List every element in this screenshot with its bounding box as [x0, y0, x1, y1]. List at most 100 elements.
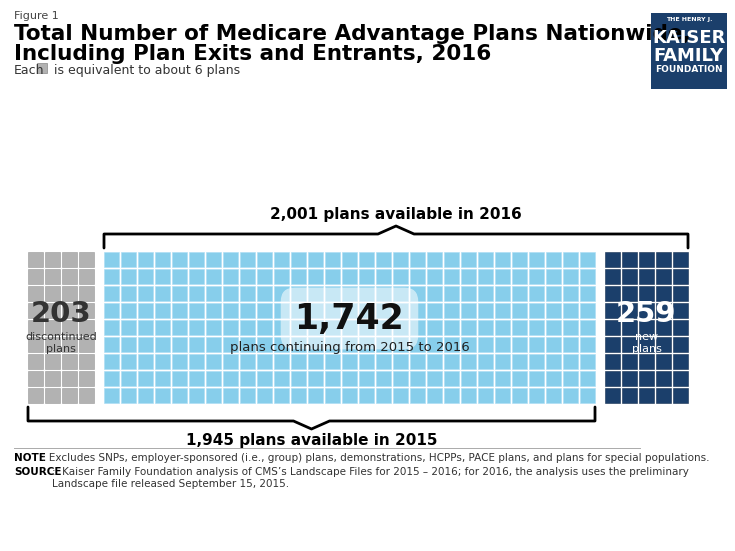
Bar: [155, 320, 170, 335]
Bar: [478, 303, 493, 318]
Bar: [104, 371, 119, 386]
Bar: [656, 252, 671, 267]
Bar: [673, 320, 688, 335]
Bar: [172, 320, 187, 335]
Bar: [308, 286, 323, 301]
Bar: [529, 286, 544, 301]
Bar: [461, 354, 476, 369]
Bar: [376, 354, 391, 369]
Bar: [240, 303, 255, 318]
Bar: [563, 320, 578, 335]
Bar: [79, 388, 94, 403]
Bar: [639, 303, 654, 318]
Bar: [45, 303, 60, 318]
Bar: [673, 252, 688, 267]
Bar: [376, 337, 391, 352]
Bar: [62, 337, 77, 352]
Bar: [325, 303, 340, 318]
Text: Total Number of Medicare Advantage Plans Nationwide,: Total Number of Medicare Advantage Plans…: [14, 24, 691, 44]
Bar: [121, 252, 136, 267]
Text: new: new: [635, 332, 658, 343]
Bar: [673, 303, 688, 318]
Bar: [639, 388, 654, 403]
Bar: [257, 320, 272, 335]
Bar: [257, 388, 272, 403]
Text: 203: 203: [31, 300, 91, 328]
Text: Each: Each: [14, 64, 45, 77]
Bar: [639, 252, 654, 267]
Bar: [223, 269, 238, 284]
Bar: [656, 269, 671, 284]
Bar: [172, 303, 187, 318]
Bar: [104, 388, 119, 403]
Bar: [529, 303, 544, 318]
Text: : Excludes SNPs, employer-sponsored (i.e., group) plans, demonstrations, HCPPs, : : Excludes SNPs, employer-sponsored (i.e…: [42, 453, 709, 463]
Bar: [342, 320, 357, 335]
Text: KAISER: KAISER: [652, 29, 725, 47]
Bar: [28, 269, 43, 284]
Bar: [138, 388, 153, 403]
Bar: [274, 286, 289, 301]
Bar: [121, 303, 136, 318]
Bar: [410, 269, 425, 284]
Bar: [495, 354, 510, 369]
Bar: [104, 303, 119, 318]
Bar: [461, 337, 476, 352]
Bar: [342, 371, 357, 386]
Bar: [512, 303, 527, 318]
Text: Including Plan Exits and Entrants, 2016: Including Plan Exits and Entrants, 2016: [14, 44, 491, 64]
Bar: [622, 286, 637, 301]
Bar: [138, 252, 153, 267]
Bar: [622, 252, 637, 267]
Bar: [495, 337, 510, 352]
Bar: [393, 320, 408, 335]
Bar: [206, 269, 221, 284]
Bar: [444, 286, 459, 301]
Bar: [240, 269, 255, 284]
Bar: [563, 252, 578, 267]
Bar: [291, 303, 306, 318]
Bar: [605, 371, 620, 386]
Bar: [62, 303, 77, 318]
Bar: [393, 337, 408, 352]
Text: plans continuing from 2015 to 2016: plans continuing from 2015 to 2016: [229, 341, 470, 354]
Bar: [274, 337, 289, 352]
Bar: [580, 371, 595, 386]
Bar: [172, 286, 187, 301]
Bar: [240, 286, 255, 301]
Bar: [325, 354, 340, 369]
Bar: [62, 388, 77, 403]
Bar: [62, 252, 77, 267]
Text: FOUNDATION: FOUNDATION: [655, 65, 723, 74]
Bar: [189, 320, 204, 335]
Bar: [121, 337, 136, 352]
Bar: [605, 303, 620, 318]
Bar: [393, 252, 408, 267]
Bar: [427, 252, 442, 267]
Bar: [155, 286, 170, 301]
Bar: [257, 269, 272, 284]
Bar: [104, 286, 119, 301]
Bar: [257, 354, 272, 369]
Bar: [28, 286, 43, 301]
Text: 1,945 plans available in 2015: 1,945 plans available in 2015: [186, 433, 437, 448]
Bar: [155, 303, 170, 318]
Bar: [104, 269, 119, 284]
Bar: [410, 303, 425, 318]
Bar: [546, 269, 561, 284]
Bar: [79, 371, 94, 386]
Bar: [308, 388, 323, 403]
Bar: [172, 252, 187, 267]
Bar: [673, 354, 688, 369]
Bar: [580, 337, 595, 352]
Bar: [673, 286, 688, 301]
Bar: [393, 388, 408, 403]
Bar: [28, 337, 43, 352]
Bar: [512, 269, 527, 284]
Bar: [639, 354, 654, 369]
Bar: [546, 354, 561, 369]
Bar: [45, 354, 60, 369]
Bar: [546, 303, 561, 318]
Bar: [206, 320, 221, 335]
Bar: [580, 286, 595, 301]
